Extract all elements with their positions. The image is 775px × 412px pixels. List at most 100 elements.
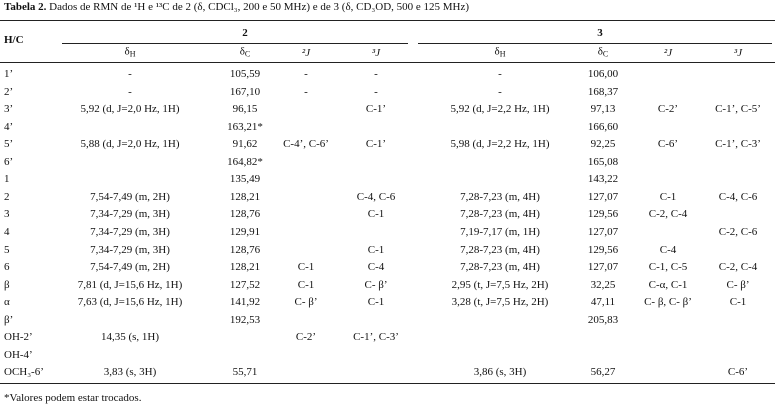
cell: C-4’, C-6’ <box>283 138 329 151</box>
column-header: δC <box>598 45 609 62</box>
row-label: 3’ <box>4 103 14 116</box>
cell: C-1 <box>659 190 677 203</box>
row-label: 4’ <box>4 120 14 133</box>
column-symbol: ²J <box>663 47 673 59</box>
cell: 129,56 <box>587 208 619 221</box>
cell: 127,52 <box>229 278 261 291</box>
cell: C-1 <box>297 278 315 291</box>
cell: 7,28-7,23 (m, 4H) <box>460 243 540 256</box>
rule <box>0 20 775 21</box>
column-subscript: C <box>602 49 609 59</box>
column-symbol: ²J <box>301 47 311 59</box>
cell: 127,07 <box>587 190 619 203</box>
cell: 7,54-7,49 (m, 2H) <box>90 261 170 274</box>
cell: 96,15 <box>232 103 258 116</box>
cell: 129,56 <box>587 243 619 256</box>
cell: 127,07 <box>587 225 619 238</box>
cell: C-2’ <box>295 331 317 344</box>
column-symbol: δ <box>597 45 603 58</box>
cell: - <box>304 68 308 80</box>
cell: C-1 <box>729 296 747 309</box>
row-label: OCH₃-6’ <box>4 366 44 379</box>
row-label: 5 <box>4 243 10 256</box>
cell: 7,28-7,23 (m, 4H) <box>460 190 540 203</box>
column-header: δH <box>495 45 506 62</box>
cell: 5,88 (d, J=2,0 Hz, 1H) <box>80 138 180 151</box>
column-symbol: ³J <box>733 47 743 59</box>
cell: 7,63 (d, J=15,6 Hz, 1H) <box>77 296 183 309</box>
row-label: 6’ <box>4 155 14 168</box>
caption: Tabela 2. Dados de RMN de ¹H e ¹³C de 2 … <box>4 1 469 13</box>
column-subscript: H <box>129 49 136 59</box>
cell: - <box>498 68 502 80</box>
cell: 105,59 <box>229 68 261 80</box>
cell: 7,34-7,29 (m, 3H) <box>90 225 170 238</box>
cell: C- β’ <box>726 278 750 291</box>
cell: C-2, C-4 <box>718 261 758 274</box>
group-header: 2 <box>242 27 248 39</box>
cell: - <box>128 85 132 98</box>
cell: 14,35 (s, 1H) <box>100 331 160 344</box>
cell: C-2’ <box>657 103 679 116</box>
corner-header: H/C <box>4 34 24 46</box>
column-header: ³J <box>372 46 380 60</box>
caption-label: Tabela 2. <box>4 1 47 13</box>
row-label: 5’ <box>4 138 14 151</box>
cell: C-1 <box>367 243 385 256</box>
column-header: δC <box>240 45 251 62</box>
cell: 7,28-7,23 (m, 4H) <box>460 261 540 274</box>
column-symbol: δ <box>124 45 130 58</box>
cell: 5,98 (d, J=2,2 Hz, 1H) <box>450 138 550 151</box>
cell: 92,25 <box>590 138 616 151</box>
cell: 128,21 <box>229 190 261 203</box>
cell: C-4, C-6 <box>718 190 758 203</box>
row-label: 3 <box>4 208 10 221</box>
row-label: 4 <box>4 225 10 238</box>
cell: 163,21* <box>227 120 263 133</box>
cell: 127,07 <box>587 261 619 274</box>
cell: 5,92 (d, J=2,0 Hz, 1H) <box>80 103 180 116</box>
cell: C-4, C-6 <box>356 190 396 203</box>
row-label: β’ <box>4 313 14 326</box>
cell: 7,34-7,29 (m, 3H) <box>90 243 170 256</box>
cell: - <box>304 85 308 98</box>
cell: C-6’ <box>727 366 749 379</box>
row-label: 1’ <box>4 68 14 80</box>
row-label: 6 <box>4 261 10 274</box>
row-label: 2 <box>4 190 10 203</box>
rule <box>418 43 772 44</box>
column-subscript: C <box>244 49 251 59</box>
cell: 3,83 (s, 3H) <box>103 366 157 379</box>
row-label: β <box>4 278 10 291</box>
cell: C-1’ <box>365 138 387 151</box>
cell: C-1’, C-3’ <box>715 138 761 151</box>
cell: 7,34-7,29 (m, 3H) <box>90 208 170 221</box>
cell: C-α, C-1 <box>648 278 688 291</box>
cell: C-6’ <box>657 138 679 151</box>
column-header: ³J <box>734 46 742 60</box>
cell: - <box>498 85 502 98</box>
group-header: 3 <box>597 27 603 39</box>
cell: 56,27 <box>590 366 616 379</box>
cell: 128,76 <box>229 243 261 256</box>
cell: C- β, C- β’ <box>644 296 692 309</box>
cell: 7,19-7,17 (m, 1H) <box>460 225 540 238</box>
cell: 91,62 <box>232 138 258 151</box>
cell: 167,10 <box>229 85 261 98</box>
column-symbol: ³J <box>371 47 381 59</box>
cell: 165,08 <box>587 155 619 168</box>
rule <box>0 62 775 63</box>
cell: - <box>128 68 132 80</box>
cell: C-1, C-5 <box>648 261 688 274</box>
cell: 47,11 <box>590 296 616 309</box>
column-symbol: δ <box>494 45 500 58</box>
cell: 3,28 (t, J=7,5 Hz, 2H) <box>451 296 549 309</box>
cell: C-1 <box>367 208 385 221</box>
cell: 141,92 <box>229 296 261 309</box>
cell: C-1’ <box>365 103 387 116</box>
caption-text: Dados de RMN de ¹H e ¹³C de 2 (δ, CDCl₃,… <box>49 1 470 13</box>
cell: 129,91 <box>229 225 261 238</box>
cell: - <box>374 85 378 98</box>
footnote: *Valores podem estar trocados. <box>4 392 142 405</box>
